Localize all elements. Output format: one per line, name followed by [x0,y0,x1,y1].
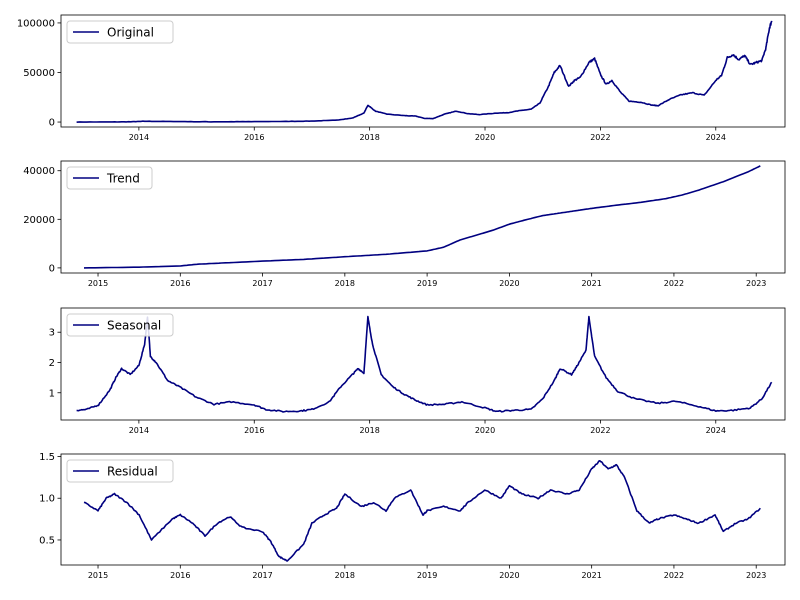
chart-panel-2: 2014 2016 2018 2020 2022 2024 1 2 3 Seasonal [49,307,786,435]
x-tick-label: 2017 [252,571,272,580]
axes-frame [60,307,786,421]
x-tick-label: 2018 [359,426,379,435]
series-line-original [76,20,773,123]
y-tick-label: 1 [49,388,55,399]
x-tick-label: 2017 [252,279,272,288]
legend-label: Original [107,26,154,40]
legend-box [66,313,174,337]
y-tick-label: 0 [49,118,55,129]
legend: Seasonal [66,313,174,337]
x-tick-label: 2016 [244,426,264,435]
x-tick-label: 2022 [664,279,684,288]
x-tick-label: 2021 [581,279,601,288]
x-tick-label: 2020 [499,279,519,288]
x-tick-label: 2016 [170,571,190,580]
x-tick-label: 2018 [335,279,355,288]
x-tick-label: 2022 [664,571,684,580]
series-line-seasonal [76,315,773,413]
legend-label: Trend [106,172,140,186]
axes-frame [60,14,786,128]
axes-frame [60,160,786,274]
legend: Residual [66,459,174,483]
x-tick-label: 2023 [746,571,766,580]
series-line-trend [83,165,761,269]
y-tick-label: 100000 [17,18,55,29]
y-tick-label: 2 [49,358,55,369]
x-tick-label: 2024 [706,426,726,435]
x-tick-label: 2014 [129,133,149,142]
chart-panel-0: 2014 2016 2018 2020 2022 2024 0 50000 100000 Orig… [17,14,786,142]
legend: Original [66,20,174,44]
y-tick-label: 0 [49,263,55,274]
series-line-residual [83,459,761,562]
legend-label: Seasonal [107,319,161,333]
x-tick-label: 2016 [244,133,264,142]
x-tick-label: 2022 [590,133,610,142]
x-tick-label: 2018 [335,571,355,580]
x-tick-label: 2019 [417,279,437,288]
legend-box [66,166,153,190]
x-tick-label: 2015 [88,279,108,288]
x-tick-label: 2015 [88,571,108,580]
y-tick-label: 1.0 [39,494,55,505]
x-tick-label: 2020 [499,571,519,580]
legend-box [66,459,174,483]
chart-panel-3: 2015 2016 2017 2018 2019 2020 2021 2022 2023 0.5 1… [39,452,786,580]
x-tick-label: 2022 [590,426,610,435]
axes-frame [60,453,786,566]
y-tick-label: 1.5 [39,452,55,463]
y-tick-label: 3 [49,328,55,339]
x-tick-label: 2016 [170,279,190,288]
legend: Trend [66,166,153,190]
y-tick-label: 20000 [23,215,55,226]
legend-box [66,20,174,44]
y-tick-label: 50000 [23,68,55,79]
y-tick-label: 40000 [23,166,55,177]
legend-label: Residual [107,465,158,479]
x-tick-label: 2021 [581,571,601,580]
chart-panel-1: 2015 2016 2017 2018 2019 2020 2021 2022 2023 0 200… [23,160,786,288]
y-tick-label: 0.5 [39,535,55,546]
x-tick-label: 2020 [475,133,495,142]
x-tick-label: 2023 [746,279,766,288]
x-tick-label: 2018 [359,133,379,142]
x-tick-label: 2019 [417,571,437,580]
x-tick-label: 2014 [129,426,149,435]
x-tick-label: 2020 [475,426,495,435]
x-tick-label: 2024 [706,133,726,142]
